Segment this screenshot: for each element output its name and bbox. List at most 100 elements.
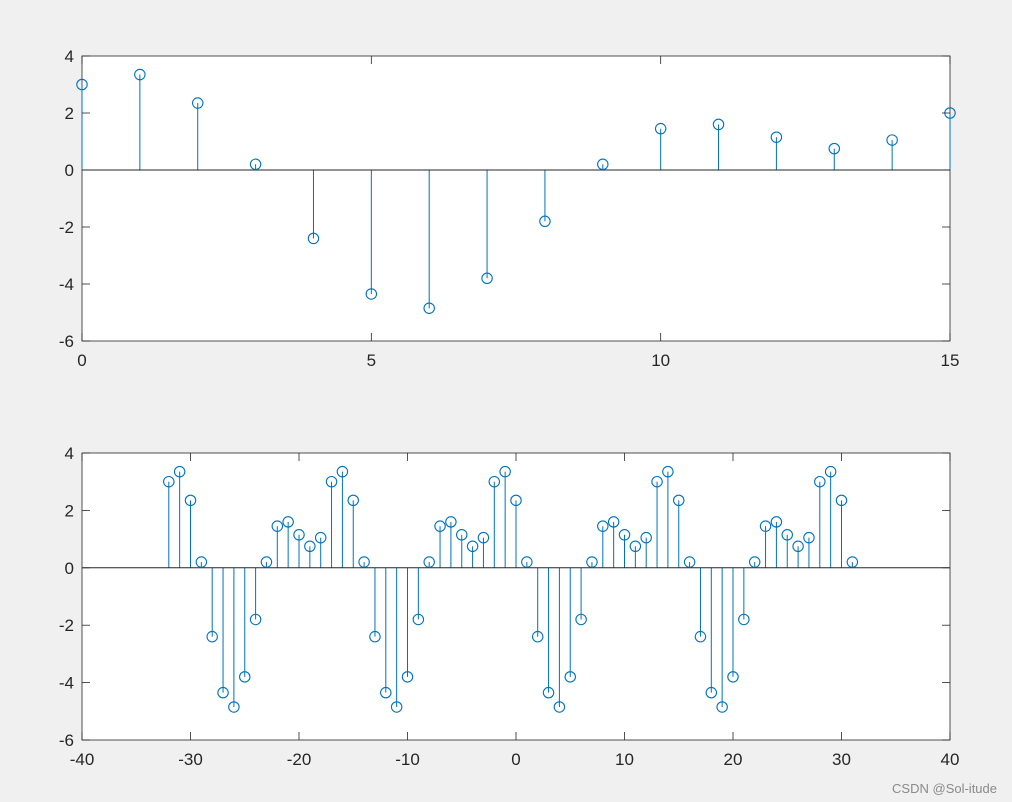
y-tick-label: -6 [59,332,74,351]
stem-marker [412,613,425,626]
x-tick-label: -40 [70,750,95,769]
stem-marker [531,630,544,643]
stem-marker [481,272,493,285]
y-tick-label: 2 [65,501,74,520]
stem-marker [694,630,707,643]
stem-marker [477,531,490,544]
x-tick-label: 10 [651,351,670,370]
y-tick-label: -6 [59,731,74,750]
y-tick-label: 0 [65,161,74,180]
stem-marker [814,475,826,488]
stem-marker [249,613,262,626]
stem-marker [293,529,305,541]
stem-marker [597,520,609,532]
stem-marker [488,475,501,488]
stem-marker [401,671,414,683]
stem-marker [249,158,262,171]
stem-marker [423,556,435,568]
stem-marker [727,671,739,683]
stem-marker [521,556,533,568]
stem-marker [759,520,772,532]
y-tick-label: 4 [65,47,74,66]
stem-marker [564,671,576,683]
stem-marker [629,540,642,553]
stem-marker [651,475,663,488]
stem-marker [191,97,204,109]
stem-marker [445,516,457,528]
stem-marker [217,686,229,699]
stem-marker [336,465,349,478]
x-tick-label: 30 [832,750,851,769]
stem-marker [390,701,403,713]
stem-marker [748,556,761,568]
stem-marker [206,630,218,643]
stem-marker [260,556,273,568]
stem-marker [369,630,381,643]
stem-marker [510,494,522,507]
y-tick-label: -4 [59,674,74,693]
stem-marker [307,232,320,245]
stem-marker [347,494,359,507]
stem-marker [455,529,468,541]
stem-marker [358,556,370,568]
stem-marker [76,78,88,91]
stem-marker [781,529,793,541]
stem-marker [824,465,837,478]
x-tick-label: 15 [941,351,960,370]
stem-marker [654,122,667,135]
stem-marker [195,556,208,568]
stem-marker [672,494,685,507]
y-tick-label: 0 [65,559,74,578]
stem-marker [380,686,392,699]
stem-marker [542,686,555,699]
y-tick-label: 4 [65,444,74,463]
stem-marker [282,516,294,528]
stem-marker [846,556,859,568]
x-tick-label: -10 [395,750,420,769]
stem-marker [134,68,146,81]
y-tick-label: 2 [65,104,74,123]
stem-marker [434,520,446,532]
x-tick-label: -30 [178,750,203,769]
stem-marker [705,686,718,699]
x-tick-label: 10 [615,750,634,769]
stem-marker [712,118,725,131]
stem-marker [683,556,696,568]
stem-marker [835,494,848,507]
x-tick-label: 40 [941,750,960,769]
stem-marker [553,701,566,713]
stem-marker [539,215,551,228]
stem-marker [597,158,609,171]
y-tick-label: -4 [59,275,74,294]
stem-marker [575,613,587,626]
stem-marker [325,475,338,488]
stem-marker [607,516,620,528]
watermark: CSDN @Sol-itude [892,781,997,796]
x-tick-label: 5 [367,351,376,370]
y-tick-label: -2 [59,616,74,635]
stem-marker [228,701,240,713]
stem-marker [423,302,435,314]
stem-marker [586,556,598,568]
stem-marker [716,701,728,713]
stem-marker [738,613,750,626]
stem-marker [271,520,284,532]
stem-marker [314,531,327,544]
stem-marker [886,134,898,146]
stem-marker [173,465,186,478]
stem-marker [662,465,674,478]
stem-marker [163,475,175,488]
stem-marker [640,531,652,544]
x-tick-label: 0 [77,351,86,370]
stem-marker [792,540,804,553]
y-tick-label: -2 [59,218,74,237]
stem-marker [304,540,316,553]
plot-area [81,55,951,342]
stem-marker [499,465,511,478]
stem-marker [770,516,783,528]
stem-marker [770,131,783,143]
stem-marker [828,142,841,155]
top-stem-plot: 0 5 10 15 -6 -4 -2 0 2 4 [59,47,960,370]
